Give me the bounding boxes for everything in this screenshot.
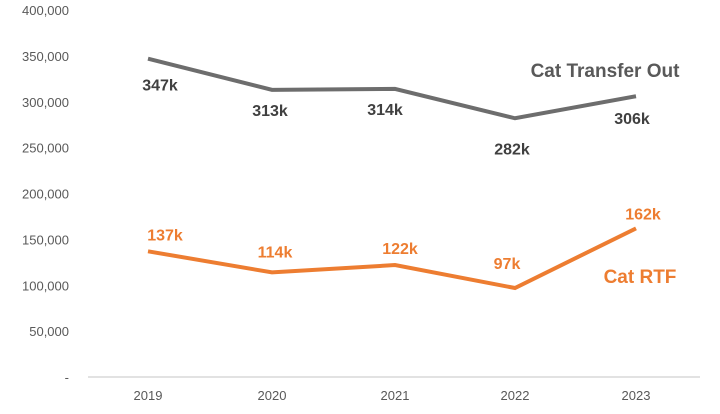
series-name-cat-rtf: Cat RTF xyxy=(604,267,677,288)
x-tick-label: 2020 xyxy=(258,388,287,403)
series-line-cat-rtf xyxy=(147,226,637,291)
y-tick-label: 300,000 xyxy=(22,95,69,110)
data-label: 97k xyxy=(494,256,521,273)
y-tick-label: 150,000 xyxy=(22,232,69,247)
x-tick-label: 2022 xyxy=(501,388,530,403)
data-label: 162k xyxy=(625,206,661,223)
x-tick-label: 2023 xyxy=(622,388,651,403)
data-label: 306k xyxy=(614,111,650,128)
y-tick-label: 200,000 xyxy=(22,187,69,202)
data-label: 347k xyxy=(142,78,178,95)
series-name-cat-transfer-out: Cat Transfer Out xyxy=(531,61,681,82)
data-label: 282k xyxy=(494,141,530,158)
data-label: 137k xyxy=(147,227,183,244)
y-tick-label: 250,000 xyxy=(22,141,69,156)
series-line-cat-transfer-out xyxy=(147,56,637,121)
x-tick-label: 2019 xyxy=(134,388,163,403)
data-label: 114k xyxy=(258,244,293,261)
data-label: 314k xyxy=(367,102,403,119)
data-label: 122k xyxy=(382,241,418,258)
y-tick-label: 50,000 xyxy=(29,324,69,339)
data-label: 313k xyxy=(252,103,288,120)
y-tick-label: - xyxy=(65,370,69,385)
y-tick-label: 100,000 xyxy=(22,278,69,293)
x-tick-label: 2021 xyxy=(381,388,410,403)
y-tick-label: 350,000 xyxy=(22,49,69,64)
y-tick-label: 400,000 xyxy=(22,3,69,18)
